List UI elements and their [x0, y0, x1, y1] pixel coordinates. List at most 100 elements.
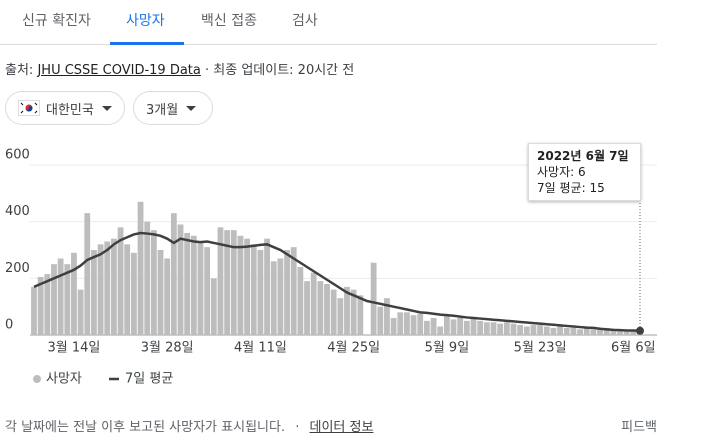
bar	[304, 281, 310, 335]
bar	[610, 329, 617, 335]
tab[interactable]: 신규 확진자	[22, 13, 91, 29]
bar	[250, 244, 257, 335]
bar	[150, 230, 157, 335]
bar	[597, 329, 603, 335]
bar	[144, 221, 151, 335]
x-tick-label: 4월 25일	[327, 341, 380, 356]
bar	[550, 327, 557, 335]
bar	[570, 327, 577, 335]
bar	[543, 326, 550, 335]
bar	[563, 327, 570, 335]
bar	[217, 227, 224, 335]
y-tick-label: 600	[5, 148, 30, 163]
bar	[390, 318, 397, 335]
bar	[44, 274, 51, 335]
bar	[497, 323, 504, 335]
country-dropdown[interactable]: 대한민국	[5, 91, 125, 125]
bar	[170, 213, 177, 335]
bar	[483, 322, 490, 335]
bar	[237, 235, 244, 335]
bar	[530, 325, 537, 335]
tooltip: 2022년 6월 7일 사망자: 6 7일 평균: 15	[528, 143, 641, 201]
legend-label: 사망자	[46, 372, 82, 387]
bar	[264, 238, 270, 335]
footer: 각 날짜에는 전날 이후 보고된 사망자가 표시됩니다. · 데이터 정보 피드…	[5, 416, 657, 435]
bar	[91, 250, 97, 335]
legend-swatch	[33, 375, 41, 383]
bar	[457, 318, 464, 335]
bar	[437, 326, 444, 335]
data-info-link[interactable]: 데이터 정보	[309, 420, 374, 435]
bar	[284, 250, 290, 335]
source-line: 출처: JHU CSSE COVID-19 Data · 최종 업데이트: 20…	[5, 59, 354, 78]
bar	[230, 230, 237, 335]
bar	[517, 325, 524, 335]
bar	[51, 264, 57, 335]
bar	[510, 323, 517, 335]
bar	[324, 284, 330, 335]
tooltip-label: 7일 평균:	[537, 181, 586, 195]
bar	[370, 262, 377, 335]
bar	[537, 325, 544, 335]
bar	[424, 320, 430, 335]
tooltip-title: 2022년 6월 7일	[537, 149, 629, 163]
tooltip-label: 사망자:	[537, 165, 575, 179]
x-tick-label: 4월 11일	[234, 341, 287, 356]
bar	[244, 238, 250, 335]
bar	[190, 235, 197, 335]
source-link[interactable]: JHU CSSE COVID-19 Data	[37, 63, 201, 78]
bar	[111, 238, 117, 335]
tooltip-row: 7일 평균: 15	[537, 180, 632, 196]
bar	[330, 289, 337, 335]
footer-note: 각 날짜에는 전날 이후 보고된 사망자가 표시됩니다.	[5, 420, 286, 435]
dropdown-label: 3개월	[146, 102, 179, 118]
bar	[270, 261, 277, 335]
bar	[317, 281, 324, 335]
bar	[443, 315, 450, 335]
bar	[490, 322, 497, 335]
chart: 0 200 400 600 3월 14일 3월 28일 4월 11일 4월 25일 5월 9일 5…	[5, 143, 657, 387]
bar	[503, 322, 510, 335]
bar	[224, 230, 231, 335]
bar	[404, 312, 410, 335]
bar	[430, 318, 437, 335]
bar	[164, 258, 171, 335]
tab-active[interactable]: 사망자	[126, 13, 165, 29]
bar	[523, 326, 530, 335]
bar	[470, 318, 477, 335]
bar	[31, 286, 37, 335]
bar	[623, 331, 630, 335]
bar	[137, 201, 144, 335]
bar	[463, 320, 470, 335]
bar	[57, 258, 64, 335]
bar	[450, 319, 457, 335]
y-tick-label: 0	[5, 318, 13, 333]
bar	[177, 224, 184, 335]
bar	[384, 298, 390, 335]
flag	[18, 100, 40, 116]
bar	[71, 252, 77, 335]
bar	[603, 327, 610, 335]
bar	[204, 247, 211, 335]
bar	[357, 295, 364, 335]
hover-dot	[636, 326, 644, 335]
bar	[557, 326, 563, 335]
x-tick-label: 3월 14일	[48, 341, 101, 356]
x-tick-label: 5월 9일	[425, 341, 470, 356]
tab-divider	[0, 44, 657, 45]
y-tick-label: 400	[5, 204, 30, 219]
bar	[410, 315, 417, 335]
bar	[130, 252, 137, 335]
tab[interactable]: 검사	[292, 13, 318, 29]
bar	[290, 247, 297, 335]
tooltip-value: 15	[589, 181, 605, 195]
bar	[630, 330, 637, 335]
average-line	[33, 231, 641, 332]
bar	[97, 244, 104, 335]
bar	[184, 233, 191, 335]
feedback-link[interactable]: 피드백	[621, 420, 657, 435]
tab[interactable]: 백신 접종	[201, 13, 257, 29]
bar	[310, 272, 317, 335]
tooltip-value: 6	[578, 165, 586, 179]
range-dropdown[interactable]: 3개월	[133, 91, 213, 125]
